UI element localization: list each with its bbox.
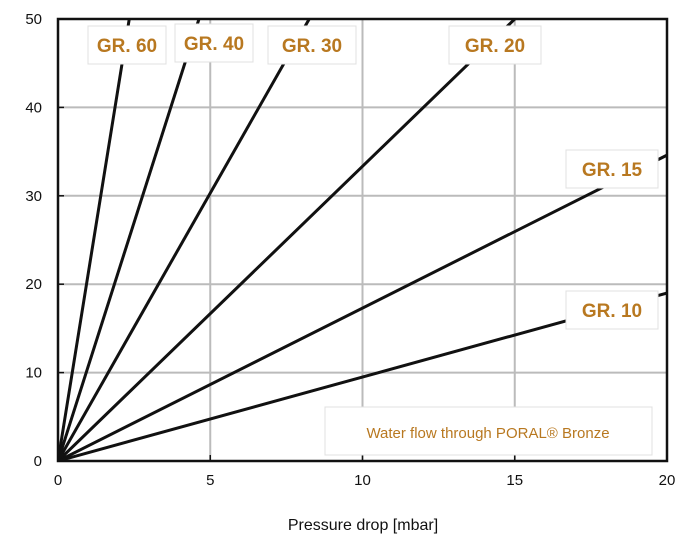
annotation-text: Water flow through PORAL® Bronze — [366, 425, 609, 442]
y-tick-label: 20 — [25, 276, 42, 293]
series-label-text: GR. 10 — [582, 301, 642, 322]
y-tick-label: 50 — [25, 11, 42, 28]
tick-labels: 0 5 10 15 20 0 10 20 30 40 50 — [25, 11, 675, 489]
series-label-text: GR. 15 — [582, 160, 643, 181]
series-label-box — [565, 149, 659, 189]
series-line — [58, 19, 131, 461]
x-axis-label: Pressure drop [mbar] — [288, 517, 438, 534]
series-label-box — [565, 290, 659, 330]
series-label: GR. 20 — [448, 25, 542, 65]
series-label: GR. 10 — [565, 290, 659, 330]
series-label: GR. 30 — [267, 25, 357, 65]
grid — [58, 19, 667, 461]
series-label-box — [87, 25, 167, 65]
x-tick-label: 5 — [206, 472, 214, 489]
series-label: GR. 60 — [87, 25, 167, 65]
y-tick-label: 10 — [25, 365, 42, 382]
x-tick-label: 0 — [54, 472, 62, 489]
y-tick-label: 0 — [34, 453, 42, 470]
series-label-box — [448, 25, 542, 65]
annotation-box-rect — [324, 406, 653, 456]
series-lines — [58, 19, 667, 461]
series-label-box — [267, 25, 357, 65]
series-line — [58, 19, 311, 461]
series-label-text: GR. 60 — [97, 36, 157, 57]
x-tick-label: 10 — [354, 472, 371, 489]
series-line — [58, 19, 516, 461]
series-label-text: GR. 30 — [282, 36, 342, 57]
series-line — [58, 19, 201, 461]
series-label: GR. 15 — [565, 149, 659, 189]
x-tick-label: 15 — [506, 472, 523, 489]
x-tick-label: 20 — [659, 472, 676, 489]
annotation-box: Water flow through PORAL® Bronze — [324, 406, 653, 456]
series-labels: GR. 60 GR. 40 GR. 30 GR. 20 GR. 15 GR. 10 — [87, 23, 659, 330]
y-tick-label: 30 — [25, 188, 42, 205]
series-label-text: GR. 40 — [184, 34, 244, 55]
series-line — [58, 153, 667, 461]
series-label-text: GR. 20 — [465, 36, 525, 57]
series-label-box — [174, 23, 254, 63]
y-tick-label: 40 — [25, 99, 42, 116]
series-label: GR. 40 — [174, 23, 254, 63]
